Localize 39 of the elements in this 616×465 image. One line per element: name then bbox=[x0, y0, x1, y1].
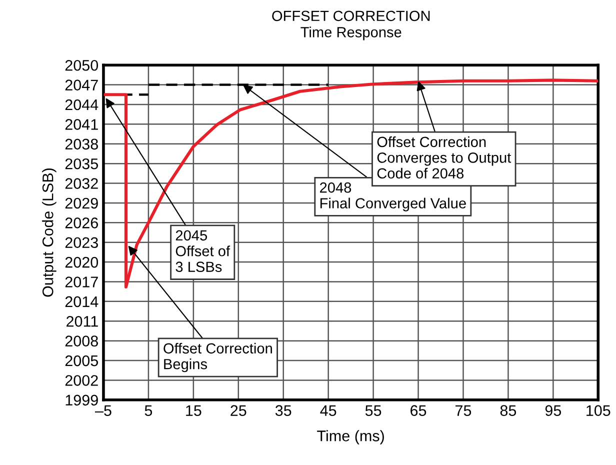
annotation: 2045 Offset of 3 LSBs bbox=[176, 230, 230, 272]
line-series bbox=[104, 78, 598, 289]
x-tick-label: 85 bbox=[500, 405, 516, 416]
y-tick-label: 2041 bbox=[65, 119, 98, 130]
y-tick-label: 2008 bbox=[65, 336, 98, 347]
y-axis-title: Output Code (LSB) bbox=[42, 168, 56, 297]
x-tick-label: 15 bbox=[186, 405, 202, 416]
y-tick-label: 2020 bbox=[65, 256, 98, 268]
x-tick-label: 65 bbox=[410, 405, 426, 416]
x-tick-label: 35 bbox=[275, 405, 292, 416]
y-tick-label: 2011 bbox=[66, 316, 98, 327]
y-tick-label: 2032 bbox=[65, 178, 98, 189]
y-tick-label: 2029 bbox=[65, 198, 98, 209]
x-tick-label: 45 bbox=[320, 405, 336, 416]
chart-title: OFFSET CORRECTION bbox=[272, 10, 430, 22]
y-tick-label: 2002 bbox=[65, 375, 98, 386]
y-tick-label: 2017 bbox=[65, 276, 98, 288]
x-tick-label: 105 bbox=[586, 405, 610, 416]
y-tick-label: 1999 bbox=[66, 394, 98, 406]
x-tick-label: 95 bbox=[545, 405, 562, 416]
y-tick-label: 2050 bbox=[65, 60, 98, 71]
y-tick-label: 2014 bbox=[65, 296, 98, 308]
y-tick-label: 2038 bbox=[65, 138, 98, 150]
x-tick-label: 25 bbox=[230, 405, 246, 416]
y-tick-label: 2023 bbox=[65, 237, 98, 248]
x-tick-label: 5 bbox=[144, 405, 152, 416]
chart-subtitle: Time Response bbox=[300, 26, 402, 40]
x-tick-label: 75 bbox=[456, 405, 472, 416]
x-tick-label: –5 bbox=[94, 405, 112, 416]
y-tick-label: 2035 bbox=[65, 158, 98, 170]
y-tick-label: 2026 bbox=[65, 218, 98, 228]
annotation: 2048 Final Converged Value bbox=[320, 182, 466, 212]
annotation: Offset Correction Converges to Output Code of 2048 bbox=[377, 136, 512, 179]
y-tick-label: 2044 bbox=[65, 99, 98, 110]
x-tick-label: 55 bbox=[365, 405, 382, 416]
annotation: Offset Correction Begins bbox=[164, 342, 272, 372]
x-axis-title: Time (ms) bbox=[317, 430, 384, 444]
y-tick-label: 2047 bbox=[65, 80, 98, 90]
y-tick-label: 2005 bbox=[65, 355, 98, 366]
